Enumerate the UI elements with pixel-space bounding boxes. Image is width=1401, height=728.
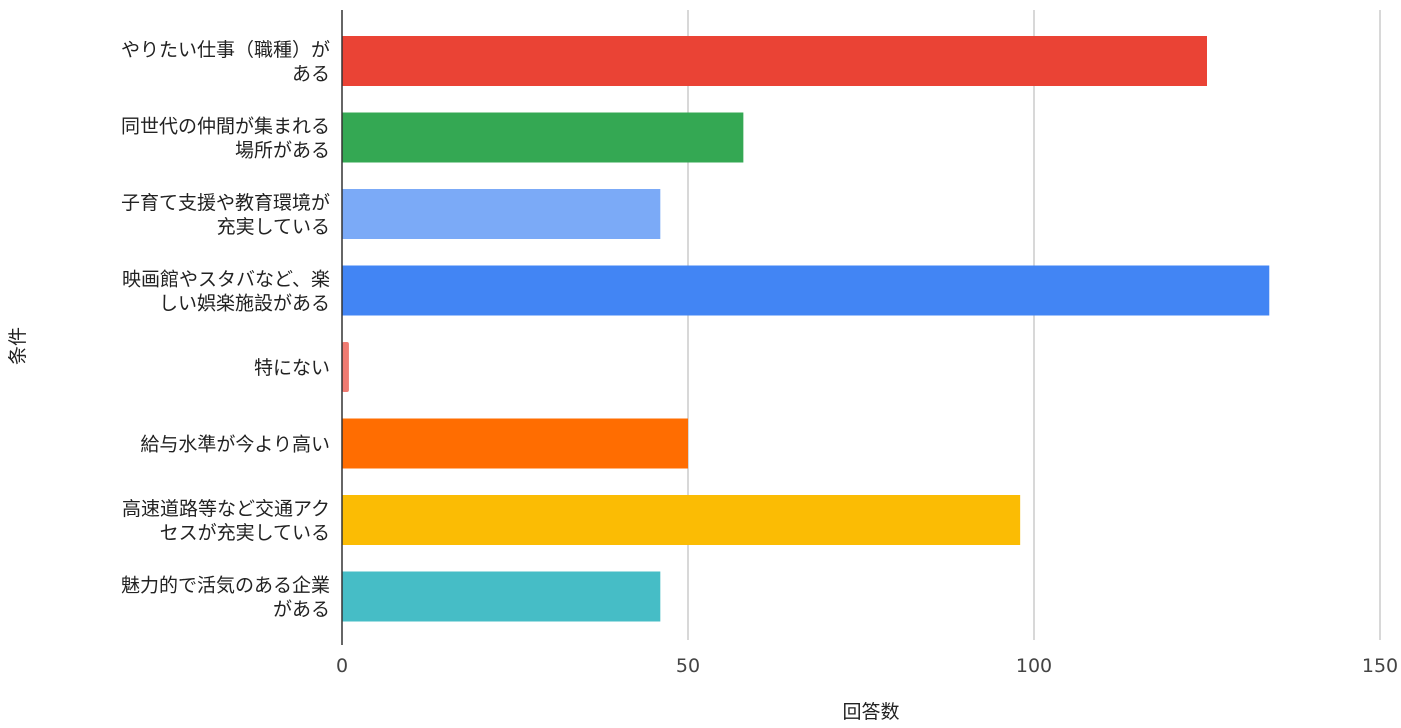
bar bbox=[342, 418, 688, 469]
category-label: 場所がある bbox=[235, 140, 330, 162]
category-label: 映画館やスタバなど、楽 bbox=[122, 269, 330, 291]
bar bbox=[342, 36, 1207, 86]
x-tick-labels: 0 50 100 150 bbox=[336, 655, 1398, 677]
category-label: 充実している bbox=[217, 216, 330, 238]
y-axis-title: 条件 bbox=[7, 327, 29, 365]
category-label: 魅力的で活気のある企業 bbox=[121, 575, 330, 597]
category-label: 特にない bbox=[254, 357, 330, 379]
category-label: がある bbox=[273, 599, 330, 621]
category-label: 同世代の仲間が集まれる bbox=[121, 116, 330, 138]
gridlines bbox=[687, 10, 1381, 640]
bars bbox=[342, 36, 1270, 622]
category-labels: やりたい仕事（職種）がある同世代の仲間が集まれる場所がある子育て支援や教育環境が… bbox=[121, 39, 330, 621]
category-label: 給与水準が今より高い bbox=[140, 434, 330, 456]
x-tick-label: 0 bbox=[336, 655, 348, 677]
category-label: セスが充実している bbox=[160, 522, 330, 544]
category-label: 高速道路等など交通アク bbox=[122, 498, 330, 520]
category-label: 子育て支援や教育環境が bbox=[121, 192, 330, 214]
bar bbox=[342, 571, 661, 622]
x-tick-label: 50 bbox=[676, 655, 700, 677]
category-label: しい娯楽施設がある bbox=[159, 293, 330, 315]
bar bbox=[342, 112, 744, 163]
bar bbox=[342, 189, 661, 239]
bar bbox=[342, 495, 1021, 545]
category-label: やりたい仕事（職種）が bbox=[121, 39, 330, 61]
bar bbox=[342, 265, 1270, 316]
category-label: ある bbox=[292, 63, 330, 85]
x-tick-label: 150 bbox=[1362, 655, 1398, 677]
x-axis-title: 回答数 bbox=[842, 701, 899, 723]
x-tick-label: 100 bbox=[1016, 655, 1052, 677]
bar bbox=[342, 342, 349, 392]
